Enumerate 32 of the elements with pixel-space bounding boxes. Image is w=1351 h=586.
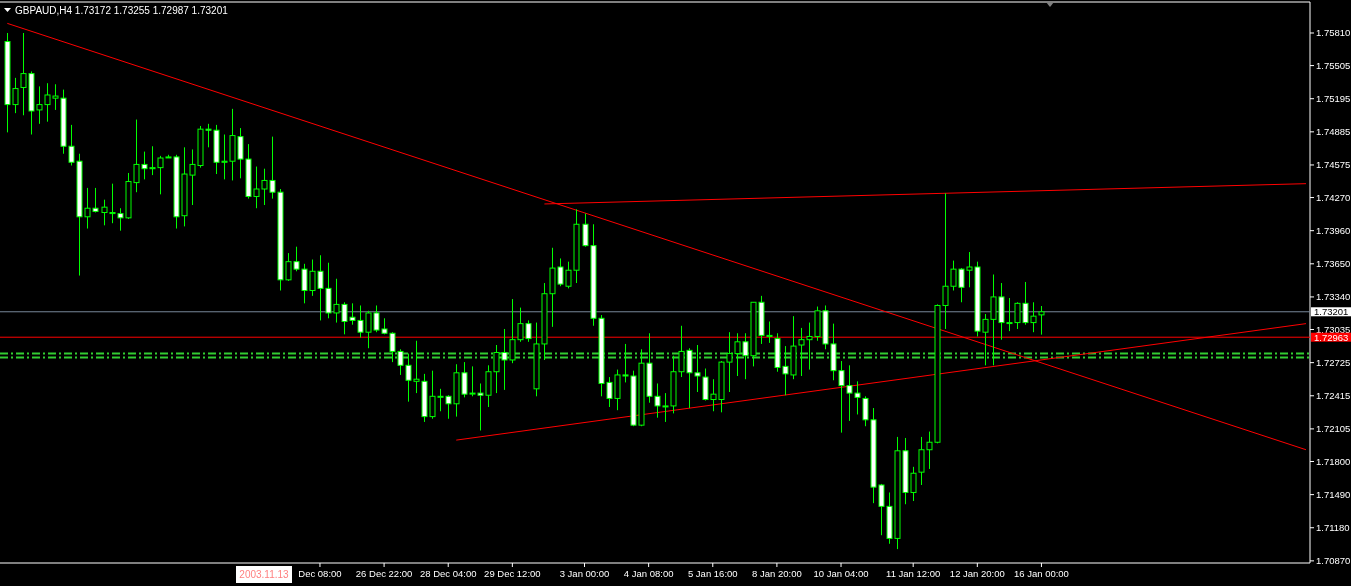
- x-tick-label: 5 Jan 16:00: [687, 568, 738, 579]
- ref-line-label: 1.73201: [1314, 306, 1349, 318]
- y-tick-label: 1.71490: [1316, 488, 1351, 500]
- candlestick: [1038, 305, 1045, 336]
- x-tick-label: 10 Jan 04:00: [813, 568, 869, 579]
- x-tick-label: 29 Dec 12:00: [484, 568, 541, 579]
- y-tick-label: 1.71800: [1316, 455, 1351, 467]
- y-tick-label: 1.74270: [1316, 191, 1351, 203]
- x-tick-label: Dec 08:00: [298, 568, 342, 579]
- y-tick-label: 1.73960: [1316, 225, 1351, 236]
- y-tick-label: 1.75195: [1316, 93, 1351, 105]
- y-tick-label: 1.72725: [1316, 356, 1351, 368]
- x-tick-label: 12 Jan 20:00: [949, 568, 1005, 579]
- y-tick-label: 1.73340: [1316, 291, 1351, 303]
- x-tick-label: 4 Jan 08:00: [623, 568, 674, 579]
- y-tick-label: 1.71180: [1316, 522, 1350, 534]
- x-tick-label: 8 Jan 20:00: [752, 568, 802, 579]
- y-tick-label: 1.72105: [1316, 423, 1351, 435]
- chart-title: GBPAUD,H4 1.73172 1.73255 1.72987 1.73201: [15, 4, 229, 16]
- ref-line-label: 1.72963: [1314, 331, 1349, 343]
- y-tick-label: 1.75505: [1316, 59, 1351, 71]
- y-tick-label: 1.74575: [1316, 159, 1351, 171]
- x-tick-label: 3 Jan 00:00: [559, 568, 610, 579]
- x-tick-label: 11 Jan 12:00: [886, 568, 941, 579]
- x-tick-label: 16 Jan 00:00: [1013, 568, 1069, 579]
- x-tick-label: 28 Dec 04:00: [419, 568, 477, 579]
- y-tick-label: 1.70870: [1316, 555, 1351, 567]
- x-tick-label: 26 Dec 22:00: [355, 568, 413, 579]
- y-tick-label: 1.75810: [1316, 27, 1351, 39]
- y-tick-label: 1.74885: [1316, 126, 1351, 138]
- y-tick-label: 1.73650: [1316, 258, 1351, 270]
- y-tick-label: 1.72415: [1316, 390, 1351, 402]
